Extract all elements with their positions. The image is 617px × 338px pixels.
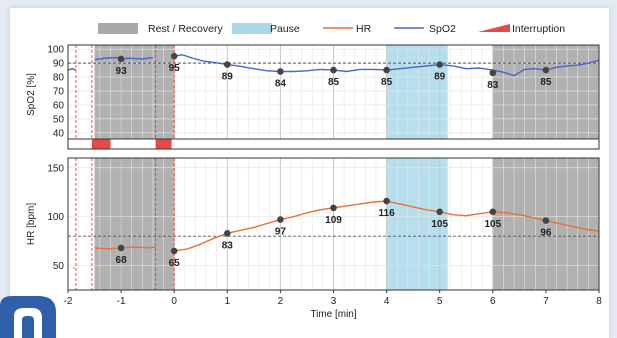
x-tick-label: 5 — [437, 296, 443, 307]
data-label: 116 — [379, 208, 396, 219]
data-point — [383, 66, 390, 74]
x-axis: -2 -1 0 1 2 3 4 5 6 7 8 Time [min] — [64, 290, 602, 320]
data-point — [489, 208, 497, 216]
data-point — [277, 68, 284, 75]
chart-card: Rest / Recovery Pause HR SpO2 Interruption 93… — [10, 8, 609, 338]
legend-swatch-rest-recovery — [98, 23, 138, 34]
pause-region — [386, 158, 448, 290]
y-tick-label: 80 — [53, 73, 65, 84]
legend-swatch-pause — [232, 23, 272, 34]
x-tick-label: 1 — [225, 296, 231, 307]
y-axis-label: SpO2 [%] — [26, 73, 37, 116]
interruption-strip — [67, 138, 600, 150]
data-label: 83 — [487, 80, 499, 91]
strip-frame — [67, 138, 600, 150]
legend-swatch-interruption — [478, 24, 510, 32]
y-tick-label: 60 — [53, 100, 65, 111]
data-point — [383, 197, 390, 205]
data-label: 97 — [275, 227, 287, 238]
x-tick-label: 3 — [331, 296, 337, 307]
hr-line — [94, 246, 156, 250]
data-point — [330, 66, 337, 74]
y-tick-label: 50 — [53, 261, 65, 272]
panel-spo2: 93 95 89 84 85 85 89 83 85 40 50 60 70 80 90 100 SpO2 [%… — [26, 44, 600, 145]
logo-badge — [0, 296, 56, 338]
y-tick-label: 40 — [53, 128, 65, 139]
data-label: 105 — [431, 219, 448, 230]
data-label: 85 — [540, 77, 552, 88]
x-tick-label: -1 — [117, 296, 126, 307]
x-tick-label: 8 — [596, 296, 602, 307]
y-axis-label: HR [bpm] — [26, 203, 37, 245]
y-tick-label: 50 — [53, 114, 65, 125]
x-tick-label: 6 — [490, 296, 496, 307]
y-tick-label: 100 — [47, 212, 64, 223]
interruption-marker — [155, 139, 172, 149]
chart: Rest / Recovery Pause HR SpO2 Interruption 93… — [26, 23, 602, 320]
data-label: 83 — [222, 240, 234, 251]
data-point — [117, 244, 125, 252]
data-label: 105 — [484, 219, 501, 230]
x-tick-label: 0 — [171, 296, 177, 307]
x-tick-label: -2 — [64, 296, 73, 307]
data-label: 85 — [328, 77, 340, 88]
x-tick-label: 2 — [278, 296, 284, 307]
x-tick-label: 7 — [543, 296, 549, 307]
legend: Rest / Recovery Pause HR SpO2 Interruption — [98, 23, 565, 35]
data-label: 109 — [325, 215, 342, 226]
legend-label-hr: HR — [356, 23, 372, 35]
rest-region — [94, 45, 175, 144]
data-label: 95 — [169, 63, 181, 74]
data-point — [224, 229, 231, 237]
legend-label-interruption: Interruption — [512, 23, 565, 35]
data-point — [542, 217, 550, 224]
legend-label-spo2: SpO2 — [429, 23, 456, 35]
data-label: 65 — [169, 258, 181, 269]
spo2-line — [67, 68, 77, 71]
y-tick-label: 70 — [53, 87, 65, 98]
data-label: 84 — [275, 78, 287, 89]
data-label: 89 — [434, 72, 446, 83]
data-point — [117, 55, 125, 63]
data-point — [489, 69, 497, 77]
legend-label-pause: Pause — [270, 23, 300, 35]
pause-region — [386, 45, 448, 144]
data-point — [170, 52, 178, 60]
data-label: 93 — [116, 66, 128, 77]
panel-hr: 68 65 83 97 109 116 105 105 96 50 100 150 HR [bpm] — [26, 157, 600, 291]
data-label: 85 — [381, 77, 393, 88]
rest-region — [94, 158, 175, 290]
data-label: 68 — [116, 255, 128, 266]
y-tick-label: 100 — [47, 45, 64, 56]
data-point — [170, 247, 178, 255]
data-label: 96 — [540, 228, 552, 239]
data-point — [330, 204, 337, 212]
data-point — [436, 61, 444, 68]
data-point — [542, 66, 550, 74]
spo2-line — [174, 54, 600, 77]
interruption-marker — [91, 139, 111, 149]
data-point — [224, 61, 231, 68]
legend-label-rest-recovery: Rest / Recovery — [148, 23, 223, 35]
x-tick-label: 4 — [384, 296, 390, 307]
data-label: 89 — [222, 72, 234, 83]
y-tick-label: 150 — [47, 163, 64, 174]
data-point — [277, 216, 284, 223]
data-point — [436, 208, 444, 216]
hr-line — [72, 266, 75, 270]
x-axis-label: Time [min] — [310, 309, 357, 320]
y-tick-label: 90 — [53, 59, 65, 70]
